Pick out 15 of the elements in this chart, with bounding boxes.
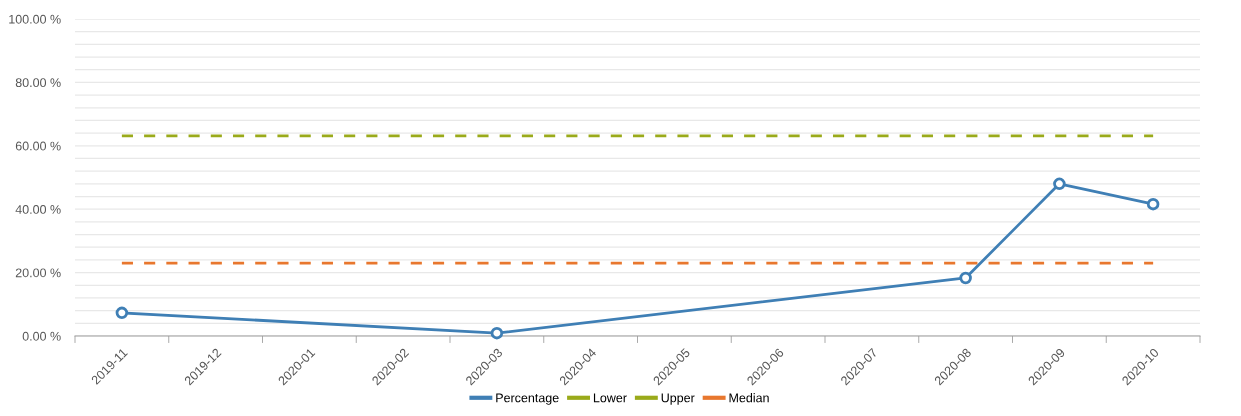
y-tick-label: 60.00 % bbox=[15, 141, 61, 151]
y-tick-label: 0.00 % bbox=[22, 331, 61, 341]
point bbox=[115, 306, 129, 320]
y-tick-label: 40.00 % bbox=[15, 205, 61, 214]
legend-label: Lower bbox=[593, 393, 627, 403]
point bbox=[1053, 177, 1066, 191]
point bbox=[959, 271, 972, 285]
point bbox=[490, 326, 504, 340]
point bbox=[1146, 197, 1160, 211]
y-tick-label: 80.00 % bbox=[15, 78, 61, 88]
legend-label: Median bbox=[729, 393, 769, 403]
legend-label: Percentage bbox=[496, 393, 559, 405]
legend-label: Upper bbox=[661, 393, 695, 405]
y-tick-label: 100.00 % bbox=[9, 14, 61, 24]
y-tick-label: 20.00 % bbox=[15, 268, 61, 278]
